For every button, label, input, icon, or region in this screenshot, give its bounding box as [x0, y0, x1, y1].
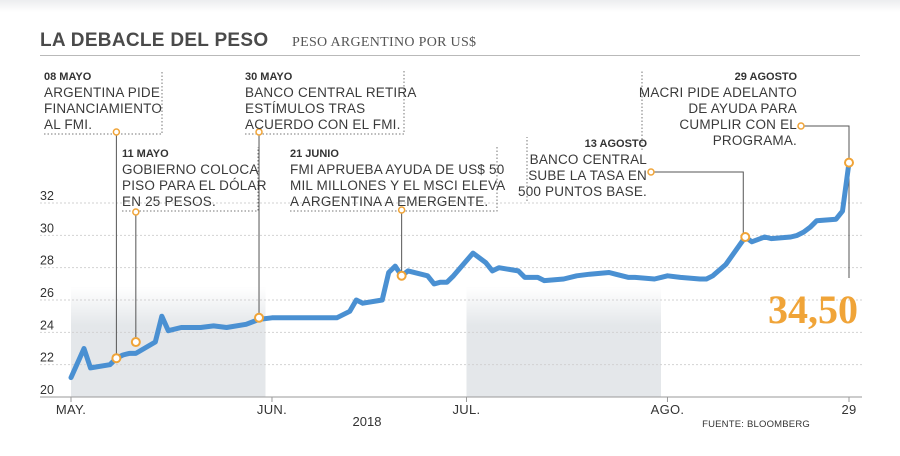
- annotation-date-2: 30 MAYO: [245, 71, 293, 83]
- title-rule: [40, 55, 860, 56]
- annotation-text-4-2: 500 PUNTOS BASE.: [518, 184, 647, 199]
- annotation-text-2-0: BANCO CENTRAL RETIRA: [245, 85, 417, 100]
- annotation-anchor-dot-5: [797, 122, 805, 130]
- annotation-point-0: [111, 353, 122, 364]
- annotation-leader-5: [803, 125, 850, 161]
- series-line-0: [68, 160, 852, 381]
- annotation-frame-3: [290, 147, 498, 212]
- y-tick-label-32: 32: [40, 189, 54, 203]
- y-tick-label-22: 22: [40, 351, 54, 365]
- annotation-text-1-0: GOBIERNO COLOCA: [122, 162, 259, 177]
- annotation-point-2: [254, 312, 265, 323]
- annotation-text-3-0: FMI APRUEBA AYUDA DE US$ 50: [290, 162, 504, 177]
- chart-title: LA DEBACLE DEL PESO: [40, 30, 269, 51]
- annotation-leaders: [44, 70, 850, 359]
- annotation-date-3: 21 JUNIO: [290, 148, 339, 160]
- annotation-frame-2: [245, 70, 405, 135]
- annotation-date-5: 29 AGOSTO: [735, 71, 798, 83]
- annotation-anchor-dot-2: [255, 128, 263, 136]
- month-shade-fade-0: [71, 287, 266, 397]
- highlight-value: 34,50: [768, 287, 858, 332]
- month-shading: [71, 287, 661, 397]
- y-tick-label-28: 28: [40, 254, 54, 268]
- annotation-point-3: [396, 270, 407, 281]
- top-gradient-bar: [0, 0, 900, 12]
- annotation-text-0-2: AL FMI.: [44, 117, 92, 132]
- annotation-text-3-1: MIL MILLONES Y EL MSCI ELEVA: [290, 178, 505, 193]
- annotation-anchor-dot-1: [132, 208, 140, 216]
- annotation-text-2-2: ACUERDO CON EL FMI.: [245, 117, 401, 132]
- annotation-text-5-3: PROGRAMA.: [713, 133, 797, 148]
- y-tick-label-30: 30: [40, 221, 54, 235]
- year-label: 2018: [353, 414, 382, 429]
- annotation-text-1-2: EN 25 PESOS.: [122, 194, 216, 209]
- month-shade-fade-1: [466, 287, 661, 397]
- x-axis: MAY. JUN. JUL. AGO. 29: [56, 397, 856, 417]
- annotation-point-1: [130, 337, 141, 348]
- annotation-anchor-dot-3: [397, 206, 406, 214]
- annotation-text-2-1: ESTÍMULOS TRAS: [245, 101, 365, 116]
- annotation-date-4: 13 AGOSTO: [585, 138, 648, 150]
- annotation-date-0: 08 MAYO: [44, 71, 92, 83]
- gridlines: [40, 202, 862, 398]
- annotation-text-0-1: FINANCIAMIENTO: [44, 101, 162, 116]
- source-note: FUENTE: BLOOMBERG: [702, 419, 810, 430]
- annotation-text-3-2: A ARGENTINA A EMERGENTE.: [290, 194, 488, 209]
- x-tick-label-3: AGO.: [651, 402, 685, 417]
- annotation-text-4-0: BANCO CENTRAL: [530, 152, 648, 167]
- x-tick-label-0: MAY.: [56, 402, 86, 417]
- annotation-markers: [111, 122, 854, 364]
- annotation-text-5-1: DE AYUDA PARA: [688, 101, 797, 116]
- annotation-anchor-dot-4: [647, 168, 655, 176]
- annotation-text-0-0: ARGENTINA PIDE: [44, 85, 160, 100]
- annotation-anchor-dot-0: [112, 128, 121, 136]
- annotation-text-5-2: CUMPLIR CON EL: [679, 117, 797, 132]
- annotation-point-4: [740, 231, 751, 242]
- y-axis: 20 22 24 26 28 30 32: [40, 189, 54, 397]
- annotation-point-5: [844, 157, 854, 168]
- x-tick-label-2: JUL.: [453, 402, 481, 417]
- annotation-text-1-1: PISO PARA EL DÓLAR: [122, 178, 267, 193]
- annotation-frame-1: [122, 147, 259, 212]
- y-tick-label-24: 24: [40, 318, 54, 332]
- series-line-group: [68, 160, 852, 381]
- x-tick-label-1: JUN.: [257, 402, 287, 417]
- y-tick-label-20: 20: [40, 383, 54, 397]
- x-tick-label-4: 29: [841, 402, 856, 417]
- chart-subtitle: PESO ARGENTINO POR US$: [292, 35, 477, 50]
- y-tick-label-26: 26: [40, 286, 54, 300]
- annotation-date-1: 11 MAYO: [122, 148, 169, 160]
- annotation-frame-0: [44, 70, 163, 135]
- annotation-text-5-0: MACRI PIDE ADELANTO: [639, 85, 797, 100]
- annotation-text-4-1: SUBE LA TASA EN: [528, 168, 647, 183]
- annotation-leader-4: [651, 171, 744, 237]
